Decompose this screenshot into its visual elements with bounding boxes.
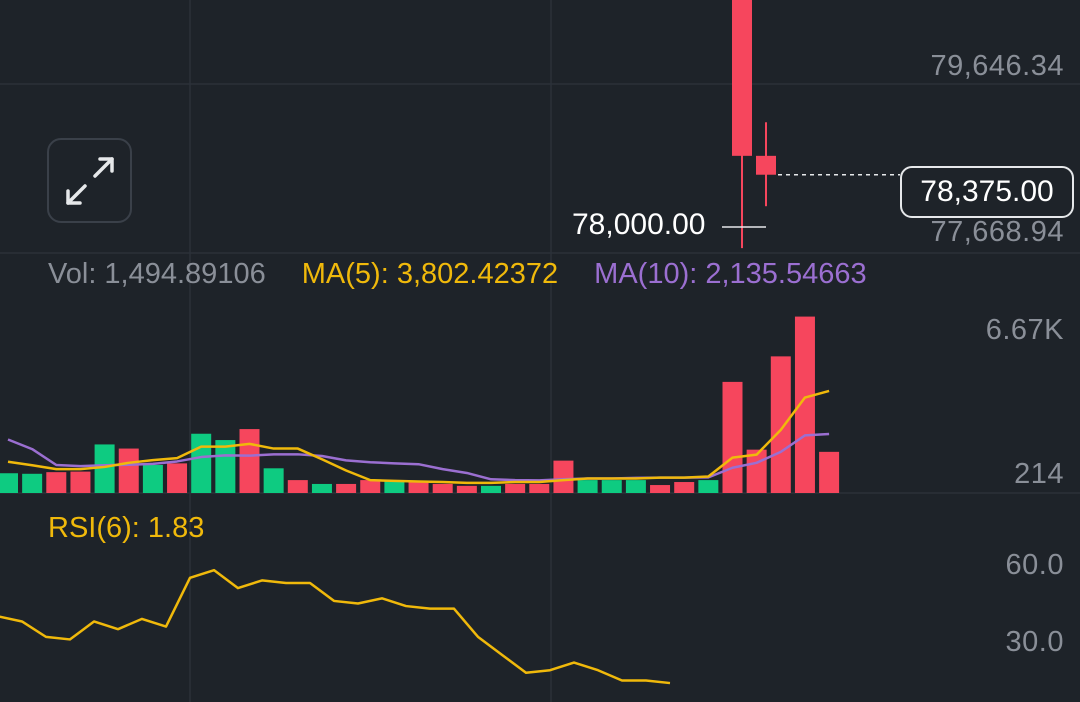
volume-bar — [384, 480, 405, 493]
volume-bar — [650, 485, 671, 493]
volume-bar — [142, 465, 163, 493]
volume-bar — [239, 429, 260, 493]
low-price-marker: 78,000.00 — [572, 208, 706, 241]
rsi-legend: RSI(6): 1.83 — [48, 512, 205, 544]
volume-bar — [625, 480, 646, 493]
indicator-lines — [0, 389, 830, 685]
candle-body — [756, 155, 776, 175]
volume-bar — [94, 444, 115, 493]
volume-axis-label-low: 214 — [1014, 458, 1064, 490]
volume-bar — [819, 451, 840, 493]
volume-bars — [0, 316, 840, 493]
volume-bar — [0, 473, 18, 493]
volume-bar — [360, 480, 381, 493]
volume-ma5-label: MA(5): 3,802.42372 — [301, 258, 559, 290]
rsi-axis-label-60: 60.0 — [1005, 549, 1064, 581]
volume-bar — [698, 480, 719, 493]
volume-bar — [674, 482, 695, 493]
volume-bar — [70, 471, 91, 493]
volume-bar — [601, 480, 622, 493]
volume-bar — [46, 472, 67, 493]
volume-bar — [770, 356, 791, 493]
rsi-line — [0, 568, 671, 685]
volume-bar — [553, 460, 574, 493]
current-price-tag[interactable]: 78,375.00 — [900, 166, 1074, 218]
volume-bar — [336, 483, 357, 493]
volume-bar — [287, 480, 308, 493]
volume-bar — [722, 381, 743, 493]
volume-bar — [22, 473, 43, 493]
volume-bar — [118, 448, 139, 493]
price-axis-label-low: 77,668.94 — [930, 216, 1064, 248]
volume-bar — [311, 483, 332, 493]
volume-bar — [167, 463, 188, 493]
volume-ma10-label: MA(10): 2,135.54663 — [594, 258, 867, 290]
volume-bar — [456, 485, 477, 493]
current-price-value: 78,375.00 — [920, 175, 1054, 208]
expand-arrows-icon — [65, 156, 114, 205]
price-axis-label-high: 79,646.34 — [930, 50, 1064, 82]
volume-bar — [432, 483, 453, 493]
volume-bar — [191, 433, 212, 493]
volume-bar — [215, 440, 236, 493]
volume-axis-label-high: 6.67K — [985, 314, 1064, 346]
rsi-axis-label-30: 30.0 — [1005, 626, 1064, 658]
volume-bar — [794, 316, 815, 493]
volume-bar — [577, 480, 598, 493]
candlestick-series — [722, 0, 900, 249]
volume-bar — [505, 483, 526, 493]
volume-legend: Vol: 1,494.89106 MA(5): 3,802.42372 MA(1… — [48, 258, 895, 291]
volume-bar — [263, 468, 284, 493]
volume-bar — [529, 483, 550, 493]
volume-value-label: Vol: 1,494.89106 — [48, 258, 266, 290]
volume-bar — [408, 482, 429, 493]
expand-chart-button[interactable] — [47, 138, 132, 223]
volume-bar — [481, 485, 501, 493]
candle-body — [732, 0, 752, 156]
volume-ma5-line — [7, 389, 830, 485]
